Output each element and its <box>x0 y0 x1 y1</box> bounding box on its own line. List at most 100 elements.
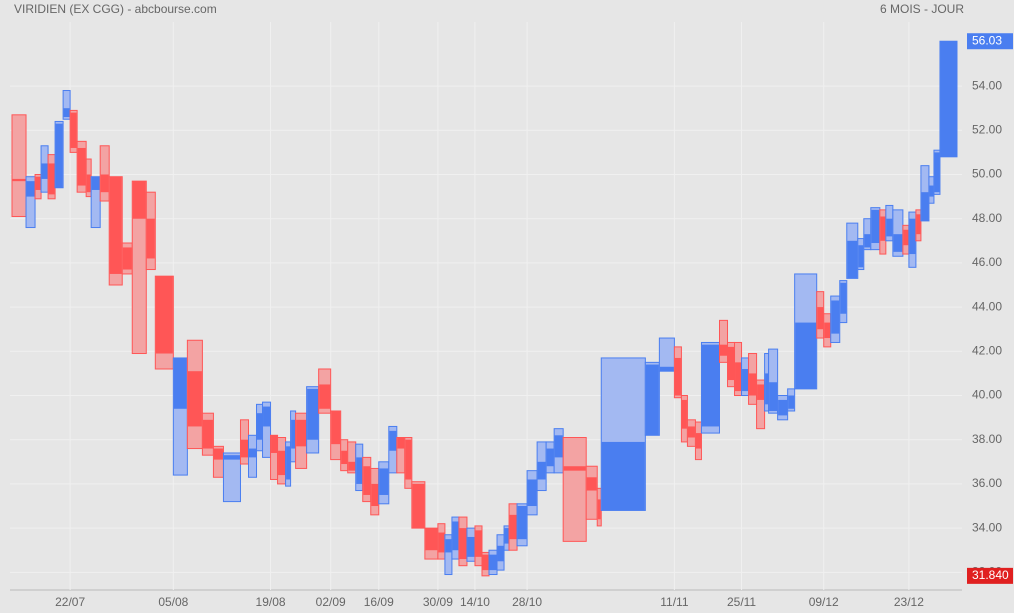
candle-body <box>674 357 681 396</box>
candle-body <box>223 455 240 460</box>
x-tick-label: 14/10 <box>460 595 490 609</box>
candle-body <box>659 366 674 372</box>
candle-range <box>585 465 598 520</box>
candle-body <box>934 152 940 193</box>
y-tick-label: 52.00 <box>972 122 1002 136</box>
candle-body <box>91 176 100 190</box>
candle-body <box>389 430 397 451</box>
candle-body <box>864 234 871 248</box>
candle-body <box>319 384 331 409</box>
y-tick-label: 34.00 <box>972 520 1002 534</box>
candle-body <box>489 554 497 571</box>
y-tick-label: 36.00 <box>972 476 1002 490</box>
y-tick-label: 40.00 <box>972 388 1002 402</box>
candle-body <box>155 276 173 354</box>
candle-range <box>768 348 779 414</box>
candle-body <box>504 528 509 544</box>
candle-body <box>701 344 719 427</box>
candle-body <box>331 410 341 445</box>
candle-body <box>475 530 482 557</box>
candle-range <box>99 145 110 202</box>
x-tick-label: 16/09 <box>364 595 394 609</box>
x-tick-label: 05/08 <box>158 595 188 609</box>
candle-body <box>757 384 765 400</box>
candle-body <box>681 399 687 429</box>
candle-body <box>817 307 824 330</box>
candle-body <box>397 437 405 449</box>
candle-body <box>278 450 286 476</box>
candle-body <box>286 446 291 480</box>
x-tick-label: 02/09 <box>316 595 346 609</box>
candle-body <box>517 506 527 540</box>
candle-body <box>213 448 223 460</box>
candle-body <box>307 388 319 440</box>
candle-body <box>886 218 893 237</box>
candle-body <box>412 483 425 529</box>
x-tick-label: 23/12 <box>894 595 924 609</box>
candle-body <box>122 247 132 270</box>
candle-body <box>903 229 909 246</box>
candle-body <box>749 373 757 396</box>
candle-body <box>940 41 957 157</box>
candle-body <box>824 322 831 339</box>
candle-body <box>263 406 271 427</box>
candle-body <box>735 362 742 392</box>
candle-body <box>909 218 916 255</box>
candle-body <box>537 461 546 480</box>
x-tick-label: 11/11 <box>660 595 689 609</box>
x-tick-label: 19/08 <box>256 595 286 609</box>
candle-body <box>146 218 155 259</box>
period-label: 6 MOIS - JOUR <box>880 2 964 16</box>
candle-body <box>687 426 695 438</box>
candle-body <box>26 181 35 197</box>
candle-body <box>249 448 257 458</box>
candle-body <box>831 300 840 334</box>
y-tick-label: 48.00 <box>972 211 1002 225</box>
candle-body <box>880 216 886 241</box>
candle-body <box>425 528 438 551</box>
low-marker-box <box>967 567 1013 584</box>
y-tick-label: 54.00 <box>972 78 1002 92</box>
candle-body <box>48 163 55 195</box>
candle-body <box>55 123 63 188</box>
candle-body <box>132 181 146 219</box>
candle-body <box>601 441 645 511</box>
candle-body <box>405 439 412 480</box>
x-tick-label: 30/09 <box>423 595 453 609</box>
candle-body <box>695 433 701 449</box>
candle-body <box>379 468 389 495</box>
candle-body <box>871 209 880 244</box>
candle-body <box>554 435 563 458</box>
candle-body <box>497 545 504 562</box>
candle-body <box>109 176 122 274</box>
last-price-box <box>967 33 1013 50</box>
candle-range <box>562 437 587 542</box>
candle-body <box>546 448 554 467</box>
candle-body <box>840 282 847 314</box>
candle-body <box>452 521 459 551</box>
candle-range <box>25 176 36 229</box>
candle-body <box>645 364 659 436</box>
candle-body <box>356 457 363 484</box>
x-tick-label: 25/11 <box>727 595 756 609</box>
candle-body <box>916 214 921 235</box>
candle-body <box>12 178 26 182</box>
candle-body <box>765 373 769 405</box>
candle-body <box>271 435 278 453</box>
candle-range <box>222 452 241 503</box>
candle-body <box>173 357 187 409</box>
candle-body <box>63 108 70 118</box>
candle-body <box>795 322 817 389</box>
candle-body <box>563 466 586 471</box>
candle-body <box>291 419 296 449</box>
y-tick-label: 38.00 <box>972 432 1002 446</box>
candle-body <box>70 112 77 148</box>
candle-body <box>363 466 371 495</box>
candle-body <box>597 499 601 520</box>
candle-body <box>371 483 379 507</box>
candle-body <box>202 419 213 449</box>
candle-body <box>187 371 202 427</box>
